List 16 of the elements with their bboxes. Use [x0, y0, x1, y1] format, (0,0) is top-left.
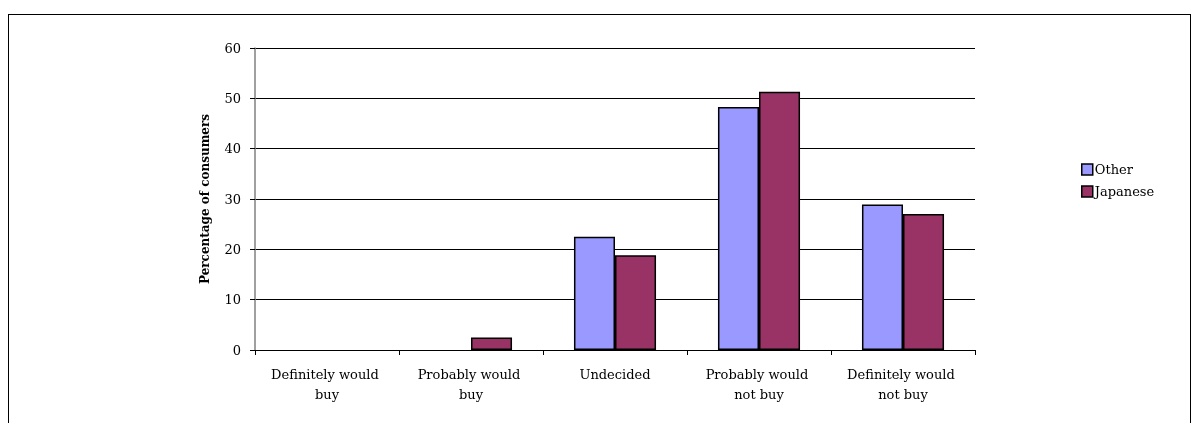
- y-tick-label: 10: [224, 292, 241, 308]
- legend-label: Other: [1094, 162, 1134, 177]
- y-tick-label: 20: [224, 241, 241, 257]
- x-tick-label: Probably would buy: [417, 366, 525, 402]
- y-tick-label: 50: [224, 90, 241, 106]
- y-tick-label: 0: [232, 342, 241, 358]
- y-tick-label: 40: [224, 141, 241, 157]
- x-tick-label: Probably would not buy: [705, 366, 813, 402]
- x-tick-label: Definitely would buy: [271, 366, 383, 402]
- x-tick-label: Definitely would not buy: [847, 366, 959, 402]
- bar: [471, 337, 513, 350]
- y-axis-title: Percentage of consumers: [198, 113, 212, 285]
- y-tick-label: 60: [224, 40, 241, 56]
- y-tick-label: 30: [224, 191, 241, 207]
- x-tick-label: Undecided: [579, 366, 651, 382]
- legend-label: Japanese: [1092, 184, 1155, 199]
